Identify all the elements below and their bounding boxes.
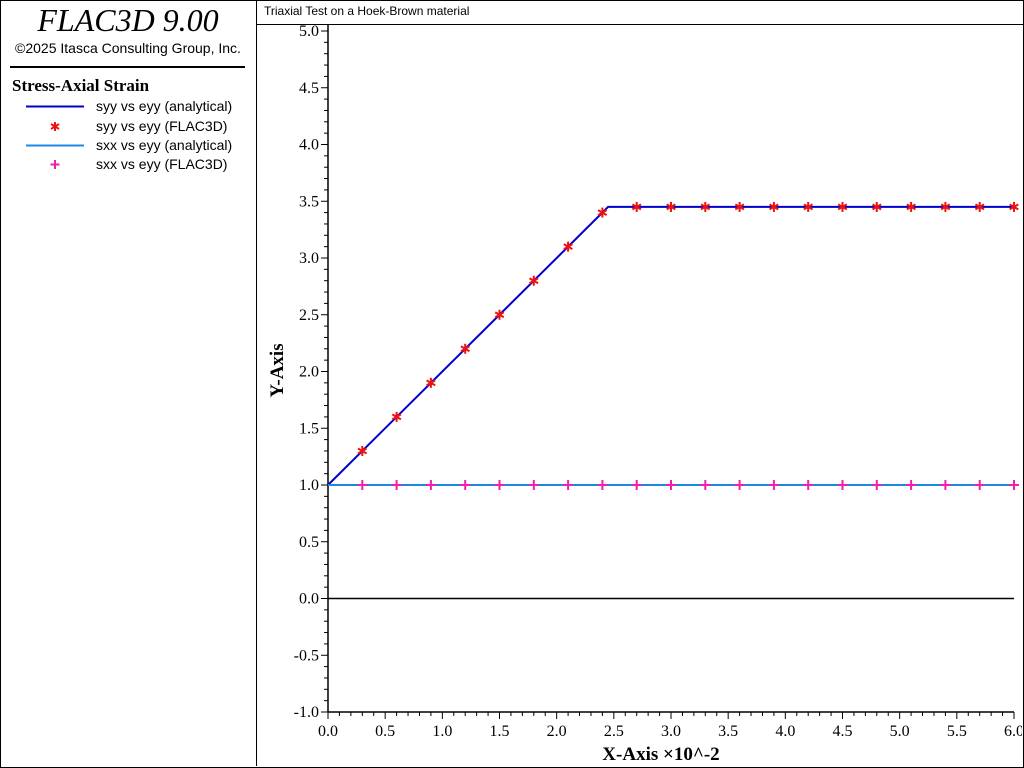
asterisk-point bbox=[769, 201, 779, 212]
legend-divider bbox=[10, 66, 245, 68]
plus-point bbox=[563, 480, 574, 490]
plus-point bbox=[871, 480, 882, 490]
asterisk-point bbox=[563, 241, 573, 252]
y-tick-label: 5.0 bbox=[299, 25, 319, 40]
plus-point bbox=[734, 480, 745, 490]
plus-point bbox=[631, 480, 642, 490]
plot-title: Triaxial Test on a Hoek-Brown material bbox=[264, 4, 470, 18]
y-tick-label: 3.5 bbox=[299, 193, 319, 210]
series-line-0 bbox=[327, 205, 1014, 486]
asterisk-point bbox=[906, 201, 916, 212]
y-tick-label: 0.5 bbox=[299, 534, 319, 551]
x-tick-label: 2.5 bbox=[604, 723, 624, 740]
asterisk-point bbox=[597, 207, 608, 218]
plus-marker-icon bbox=[50, 160, 60, 169]
legend-panel: FLAC3D 9.00 ©2025 Itasca Consulting Grou… bbox=[0, 0, 257, 766]
asterisk-point bbox=[871, 201, 882, 212]
legend-label: sxx vs eyy (FLAC3D) bbox=[96, 156, 228, 172]
plus-point bbox=[803, 480, 814, 490]
plus-point bbox=[768, 480, 779, 490]
x-tick-label: 3.5 bbox=[718, 723, 738, 740]
asterisk-point bbox=[700, 201, 711, 212]
y-tick-label: 2.5 bbox=[299, 307, 319, 324]
y-tick-label: 0.0 bbox=[299, 591, 319, 608]
x-tick-label: 1.5 bbox=[490, 723, 510, 740]
asterisk-point bbox=[734, 201, 745, 212]
asterisk-point bbox=[803, 201, 814, 212]
x-tick-label: 4.0 bbox=[775, 723, 795, 740]
legend-title: Stress-Axial Strain bbox=[12, 76, 150, 95]
chart-area: 0.0 0.5 1.0 1.5 2.0 2.5 3.0 3.5 4.0 4.5 5.0 5.5 6.0 -… bbox=[267, 25, 1022, 765]
line-symbol-icon bbox=[26, 144, 84, 147]
asterisk-point bbox=[391, 411, 402, 422]
plus-point bbox=[425, 480, 436, 490]
x-tick-label: 5.5 bbox=[947, 723, 967, 740]
copyright-text: ©2025 Itasca Consulting Group, Inc. bbox=[15, 40, 241, 56]
plus-point bbox=[940, 480, 951, 490]
legend-label: sxx vs eyy (analytical) bbox=[96, 137, 233, 153]
asterisk-point bbox=[460, 343, 471, 354]
line-symbol-icon bbox=[26, 105, 84, 108]
app-title: FLAC3D 9.00 bbox=[37, 2, 219, 38]
asterisk-point bbox=[357, 445, 368, 456]
plot-title-bar: Triaxial Test on a Hoek-Brown material bbox=[257, 0, 1023, 25]
plus-point bbox=[597, 480, 608, 490]
y-tick-label: 4.5 bbox=[299, 80, 319, 97]
asterisk-point bbox=[837, 201, 848, 212]
plus-point bbox=[1009, 480, 1019, 490]
plus-point bbox=[974, 480, 985, 490]
plus-point bbox=[494, 480, 505, 490]
asterisk-point bbox=[528, 275, 539, 286]
x-tick-label: 3.0 bbox=[661, 723, 681, 740]
x-tick-label: 2.0 bbox=[547, 723, 567, 740]
asterisk-point bbox=[1009, 201, 1019, 212]
x-tick-label: 4.5 bbox=[833, 723, 853, 740]
y-axis-label: Y-Axis bbox=[267, 343, 288, 397]
plus-point bbox=[837, 480, 848, 490]
y-tick-label: 1.5 bbox=[299, 420, 319, 437]
x-tick-label: 0.5 bbox=[375, 723, 395, 740]
legend-item-syy-flac3d: syy vs eyy (FLAC3D) bbox=[0, 117, 256, 136]
legend-item-syy-analytical: syy vs eyy (analytical) bbox=[0, 97, 256, 116]
asterisk-point bbox=[666, 201, 676, 212]
asterisk-point bbox=[426, 377, 436, 388]
y-tick-label: -0.5 bbox=[294, 647, 319, 664]
plus-point bbox=[357, 480, 368, 490]
y-tick-label: 3.0 bbox=[299, 250, 319, 267]
legend-item-sxx-flac3d: sxx vs eyy (FLAC3D) bbox=[0, 155, 256, 174]
asterisk-marker-icon bbox=[50, 122, 60, 131]
legend-item-sxx-analytical: sxx vs eyy (analytical) bbox=[0, 136, 256, 155]
plus-point bbox=[906, 480, 917, 490]
y-tick-label: 1.0 bbox=[299, 477, 319, 494]
plus-point bbox=[528, 480, 539, 490]
plus-point bbox=[700, 480, 711, 490]
legend-label: syy vs eyy (analytical) bbox=[96, 98, 233, 114]
y-tick-label: 2.0 bbox=[299, 364, 319, 381]
y-tick-label: -1.0 bbox=[294, 704, 319, 721]
x-tick-label: 1.0 bbox=[432, 723, 452, 740]
asterisk-point bbox=[631, 201, 642, 212]
asterisk-point bbox=[974, 201, 985, 212]
x-tick-label: 5.0 bbox=[890, 723, 910, 740]
plus-point bbox=[460, 480, 471, 490]
x-axis-label: X-Axis ×10^-2 bbox=[602, 744, 719, 765]
asterisk-point bbox=[940, 201, 951, 212]
plus-point bbox=[666, 480, 676, 490]
y-tick-label: 4.0 bbox=[299, 137, 319, 154]
x-tick-label: 6.0 bbox=[1004, 723, 1022, 740]
x-tick-label: 0.0 bbox=[318, 723, 338, 740]
plus-point bbox=[391, 480, 402, 490]
asterisk-point bbox=[494, 309, 505, 320]
legend-label: syy vs eyy (FLAC3D) bbox=[96, 118, 228, 134]
